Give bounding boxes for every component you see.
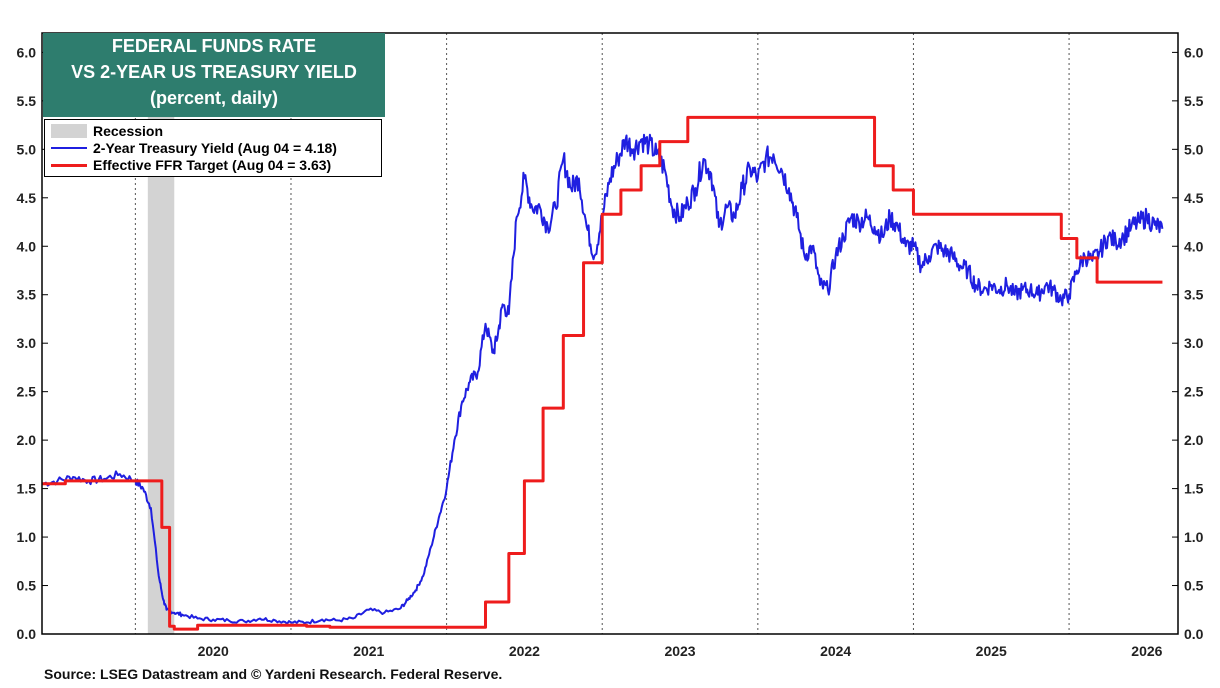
treasury-swatch <box>51 147 87 149</box>
y-tick-label-right: 5.5 <box>1184 93 1204 109</box>
y-tick-label-left: 2.0 <box>17 432 37 448</box>
axis-layer: 2020 2021 2022 2023 2024 2025 2026 0.0 0.0 0.5 0.5… <box>17 44 1204 659</box>
y-tick-label-left: 2.5 <box>17 384 37 400</box>
y-tick-label-left: 0.5 <box>17 578 37 594</box>
x-tick-label: 2021 <box>353 643 384 659</box>
legend-label-ffr: Effective FFR Target (Aug 04 = 3.63) <box>93 157 332 173</box>
ffr-series-line <box>42 115 1163 631</box>
legend-item-treasury: 2-Year Treasury Yield (Aug 04 = 4.18) <box>51 139 337 157</box>
legend-item-ffr: Effective FFR Target (Aug 04 = 3.63) <box>51 156 331 174</box>
y-tick-label-right: 1.0 <box>1184 529 1204 545</box>
x-tick-label: 2022 <box>509 643 540 659</box>
y-tick-label-left: 0.0 <box>17 626 37 642</box>
legend-item-recession: Recession <box>51 122 163 140</box>
x-tick-label: 2026 <box>1131 643 1162 659</box>
y-tick-label-right: 5.0 <box>1184 141 1204 157</box>
y-tick-label-right: 6.0 <box>1184 44 1204 60</box>
series-layer <box>41 115 1164 631</box>
x-tick-label: 2024 <box>820 643 851 659</box>
title-line-3: (percent, daily) <box>149 88 279 108</box>
y-tick-label-right: 3.5 <box>1184 287 1204 303</box>
y-tick-label-left: 5.0 <box>17 141 37 157</box>
y-tick-label-right: 3.0 <box>1184 335 1204 351</box>
x-tick-label: 2023 <box>664 643 695 659</box>
legend-label-recession: Recession <box>93 123 164 139</box>
y-tick-label-left: 1.0 <box>17 529 37 545</box>
plot-frame <box>41 32 1179 635</box>
y-tick-label-left: 3.0 <box>17 335 37 351</box>
recession-swatch <box>51 124 87 138</box>
y-tick-label-left: 4.0 <box>17 238 37 254</box>
legend-label-treasury: 2-Year Treasury Yield (Aug 04 = 4.18) <box>93 140 337 156</box>
ffr-swatch <box>51 163 87 167</box>
y-tick-label-right: 4.0 <box>1184 238 1204 254</box>
chart-title: FEDERAL FUNDS RATE VS 2-YEAR US TREASURY… <box>43 33 385 117</box>
title-line-1: FEDERAL FUNDS RATE <box>111 36 317 56</box>
y-tick-label-right: 0.0 <box>1184 626 1204 642</box>
y-tick-label-right: 1.5 <box>1184 481 1204 497</box>
y-tick-label-left: 4.5 <box>17 190 37 206</box>
y-tick-label-left: 3.5 <box>17 287 37 303</box>
x-tick-label: 2020 <box>198 643 229 659</box>
legend: Recession 2-Year Treasury Yield (Aug 04 … <box>44 119 382 177</box>
y-tick-label-right: 2.5 <box>1184 384 1204 400</box>
y-tick-label-right: 4.5 <box>1184 190 1204 206</box>
source-note: Source: LSEG Datastream and © Yardeni Re… <box>44 666 503 682</box>
treasury-series-line <box>41 133 1164 625</box>
y-tick-label-right: 2.0 <box>1184 432 1204 448</box>
x-tick-label: 2025 <box>976 643 1007 659</box>
y-tick-label-left: 6.0 <box>17 44 37 60</box>
y-tick-label-right: 0.5 <box>1184 578 1204 594</box>
y-tick-label-left: 5.5 <box>17 93 37 109</box>
y-tick-label-left: 1.5 <box>17 481 37 497</box>
title-line-2: VS 2-YEAR US TREASURY YIELD <box>71 62 357 82</box>
